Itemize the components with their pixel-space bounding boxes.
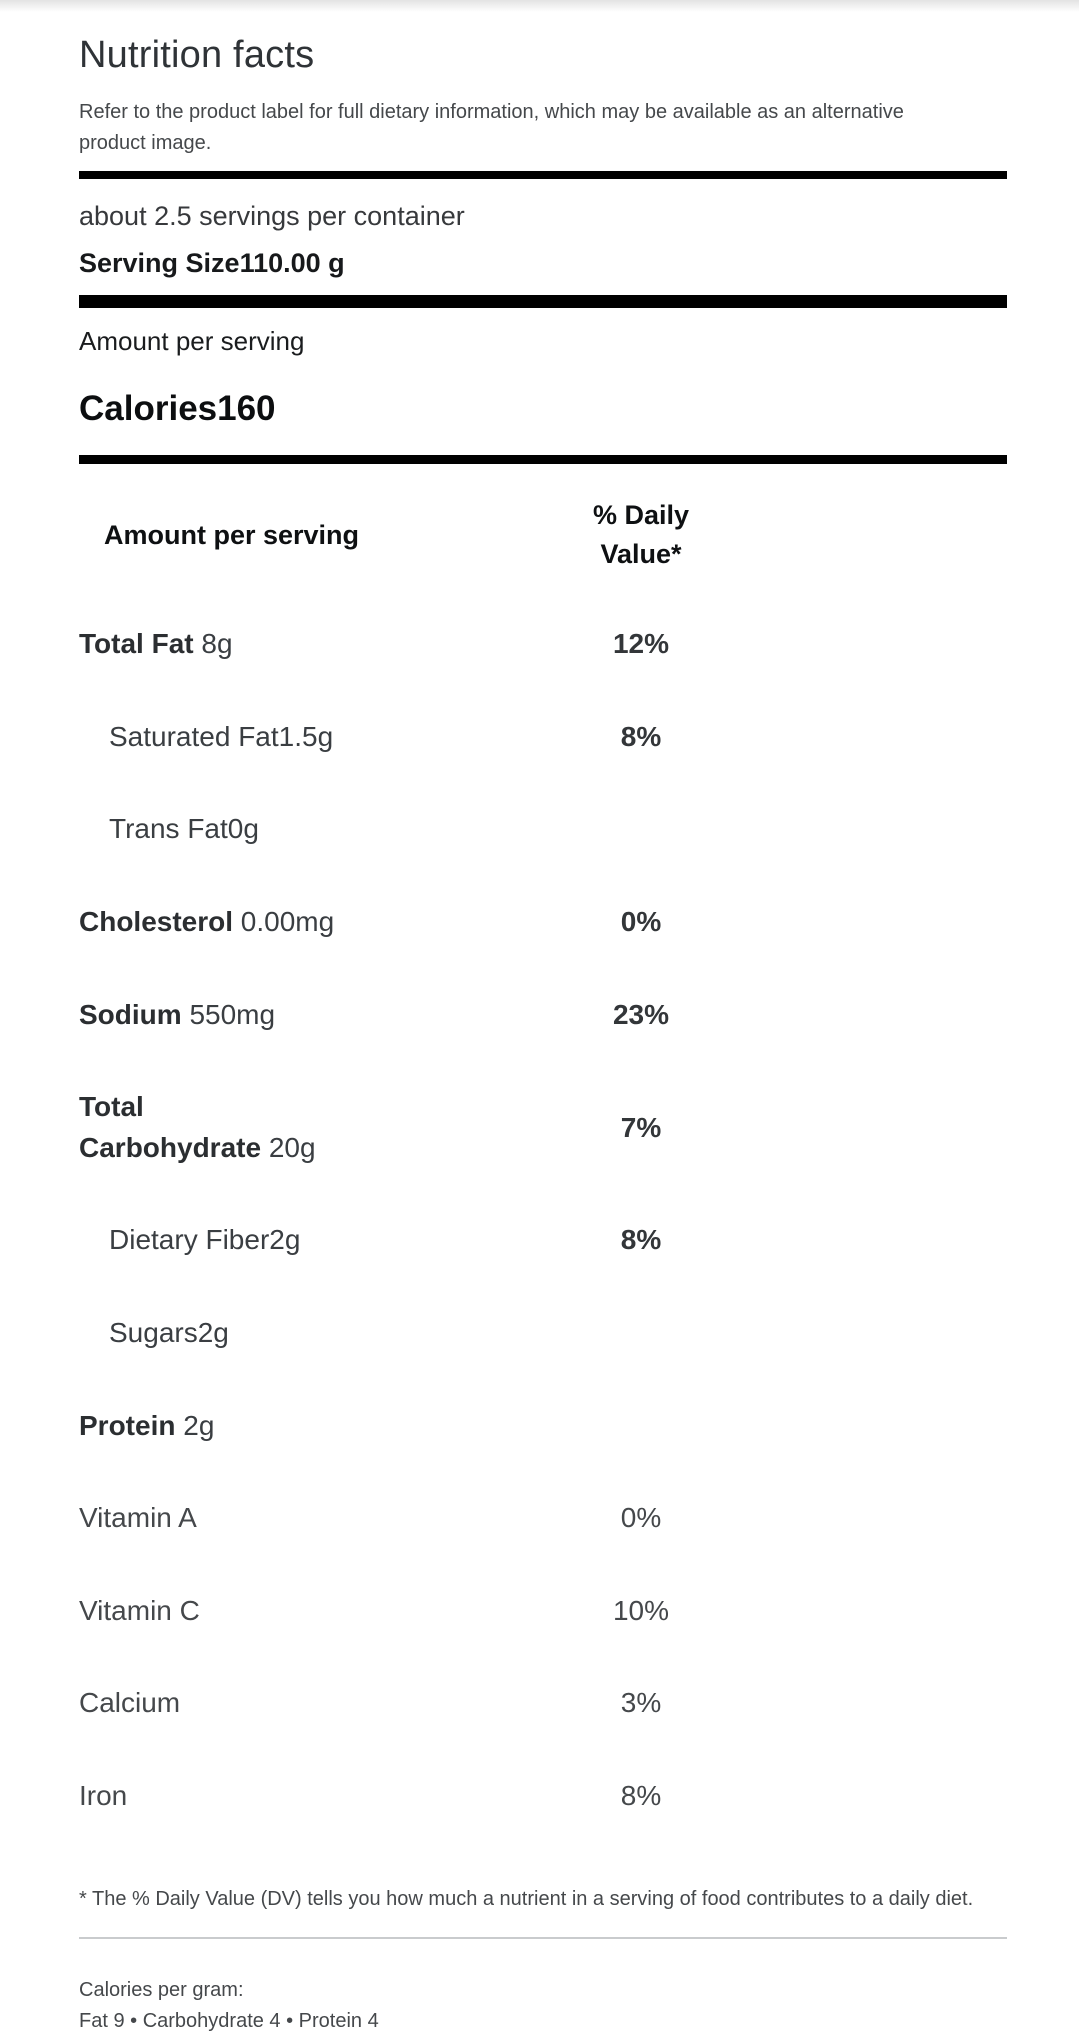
nutrient-row: Sodium 550mg 23% bbox=[79, 969, 1007, 1062]
serving-size-label: Serving Size bbox=[79, 248, 240, 278]
nutrient-amount: 2g bbox=[175, 1409, 215, 1441]
nutrient-name: Iron bbox=[79, 1780, 128, 1811]
nutrient-name: Calcium bbox=[79, 1687, 181, 1719]
nutrient-name: Vitamin C bbox=[79, 1594, 200, 1626]
nutrient-name: Dietary Fiber bbox=[109, 1224, 270, 1256]
nutrient-name: Sodium bbox=[79, 998, 182, 1030]
nutrient-row: Iron 8% bbox=[79, 1750, 1007, 1843]
nutrient-daily-value: 23% bbox=[612, 998, 670, 1030]
nutrient-row: Calcium 3% bbox=[79, 1657, 1007, 1750]
nutrient-row: Protein 2g bbox=[79, 1380, 1007, 1473]
nutrient-label-cell: Total Carbohydrate 20g bbox=[79, 1087, 384, 1168]
nutrient-amount: 0g bbox=[227, 813, 259, 845]
nutrient-daily-value: 10% bbox=[612, 1594, 670, 1626]
amount-per-serving-label: Amount per serving bbox=[79, 326, 305, 356]
nutrient-amount: 8g bbox=[193, 628, 233, 660]
table-header-amount: Amount per serving bbox=[103, 519, 360, 550]
nutrient-daily-value: 3% bbox=[620, 1687, 662, 1719]
divider-bar-top bbox=[79, 171, 1007, 179]
nutrient-row: Trans Fat0g bbox=[79, 783, 1007, 876]
page-title: Nutrition facts bbox=[79, 34, 315, 76]
nutrient-name: Total Carbohydrate bbox=[79, 1091, 262, 1163]
calories-line: Calories160 bbox=[79, 389, 1007, 429]
nutrient-amount: 2g bbox=[269, 1224, 301, 1256]
nutrition-facts-panel: Nutrition facts Refer to the product lab… bbox=[79, 0, 1007, 2033]
nutrient-daily-value: 8% bbox=[620, 1780, 662, 1811]
calories-per-gram-values: Fat 9 • Carbohydrate 4 • Protein 4 bbox=[79, 2009, 379, 2032]
nutrient-name: Saturated Fat bbox=[109, 720, 279, 752]
nutrient-table: Amount per serving % Daily Value* Total … bbox=[79, 464, 1007, 1843]
calories-label: Calories bbox=[79, 389, 218, 428]
top-scroll-shadow bbox=[0, 0, 1079, 12]
nutrient-daily-value: 0% bbox=[620, 906, 662, 938]
nutrient-label-cell: Dietary Fiber2g bbox=[79, 1220, 384, 1261]
nutrient-row: Cholesterol 0.00mg 0% bbox=[79, 876, 1007, 969]
nutrient-amount: 20g bbox=[261, 1131, 316, 1163]
nutrient-row: Vitamin A 0% bbox=[79, 1472, 1007, 1565]
nutrient-label-cell: Total Fat 8g bbox=[79, 624, 384, 665]
nutrient-label-cell: Saturated Fat1.5g bbox=[79, 717, 384, 758]
nutrient-label-cell: Sugars2g bbox=[79, 1313, 384, 1354]
nutrient-amount: 1.5g bbox=[278, 720, 334, 752]
nutrient-label-cell: Trans Fat0g bbox=[79, 809, 384, 850]
divider-bar-serving bbox=[79, 295, 1007, 308]
nutrient-row: Total Fat 8g 12% bbox=[79, 598, 1007, 691]
nutrient-label-cell: Cholesterol 0.00mg bbox=[79, 902, 384, 943]
nutrient-label-cell: Iron bbox=[79, 1776, 384, 1817]
nutrient-name: Cholesterol bbox=[79, 906, 234, 938]
nutrient-label-cell: Vitamin C bbox=[79, 1591, 384, 1632]
nutrient-label-cell: Vitamin A bbox=[79, 1498, 384, 1539]
calories-per-gram-label: Calories per gram: bbox=[79, 1978, 244, 2001]
nutrient-daily-value: 0% bbox=[620, 1502, 662, 1534]
nutrient-label-cell: Sodium 550mg bbox=[79, 995, 384, 1036]
servings-per-container: about 2.5 servings per container bbox=[79, 201, 465, 231]
table-header-daily-value: % Daily Value* bbox=[592, 500, 690, 570]
nutrient-daily-value: 8% bbox=[620, 1224, 662, 1256]
nutrient-daily-value: 7% bbox=[620, 1111, 662, 1143]
nutrient-label-cell: Calcium bbox=[79, 1683, 384, 1724]
daily-value-footnote: * The % Daily Value (DV) tells you how m… bbox=[79, 1887, 974, 1910]
nutrient-amount: 0.00mg bbox=[233, 906, 335, 938]
serving-size-line: Serving Size110.00 g bbox=[79, 248, 1007, 279]
nutrient-row: Vitamin C 10% bbox=[79, 1565, 1007, 1658]
disclaimer-text: Refer to the product label for full diet… bbox=[79, 101, 904, 154]
table-header-row: Amount per serving % Daily Value* bbox=[79, 464, 1007, 598]
footnote-divider bbox=[79, 1936, 1007, 1939]
nutrient-amount: 2g bbox=[197, 1317, 229, 1349]
nutrient-row: Sugars2g bbox=[79, 1287, 1007, 1380]
nutrient-daily-value: 12% bbox=[612, 628, 670, 660]
nutrient-row: Saturated Fat1.5g 8% bbox=[79, 691, 1007, 784]
nutrient-name: Sugars bbox=[109, 1317, 198, 1349]
nutrient-label-cell: Protein 2g bbox=[79, 1406, 384, 1447]
nutrient-name: Total Fat bbox=[79, 628, 194, 660]
nutrient-row: Dietary Fiber2g 8% bbox=[79, 1194, 1007, 1287]
nutrient-daily-value: 8% bbox=[620, 720, 662, 752]
nutrient-name: Vitamin A bbox=[79, 1502, 197, 1534]
nutrient-name: Protein bbox=[79, 1409, 176, 1441]
nutrient-name: Trans Fat bbox=[109, 813, 228, 845]
calories-value: 160 bbox=[217, 389, 276, 428]
nutrient-amount: 550mg bbox=[181, 998, 276, 1030]
serving-size-value: 110.00 g bbox=[239, 248, 345, 278]
nutrient-row: Total Carbohydrate 20g 7% bbox=[79, 1061, 1007, 1194]
divider-bar-calories bbox=[79, 455, 1007, 464]
